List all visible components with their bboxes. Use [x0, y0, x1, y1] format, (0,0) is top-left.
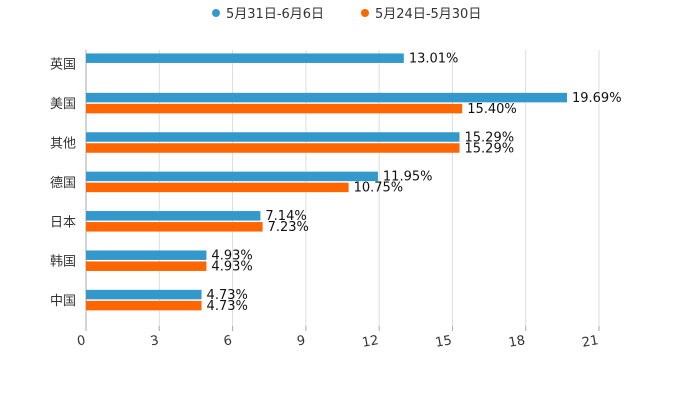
- data-label: 11.95%: [383, 170, 433, 185]
- x-tick-label: 6: [223, 333, 234, 349]
- data-label: 4.73%: [207, 299, 248, 314]
- legend-marker-series1[interactable]: [212, 9, 220, 17]
- data-label: 7.23%: [268, 220, 309, 235]
- bar-series2-韩国[interactable]: [86, 261, 207, 271]
- data-label: 15.40%: [467, 102, 517, 117]
- category-label: 中国: [50, 294, 76, 309]
- data-label: 4.93%: [211, 259, 252, 274]
- category-label: 日本: [50, 215, 76, 230]
- x-tick-label: 21: [581, 333, 600, 351]
- bar-series2-日本[interactable]: [86, 222, 263, 232]
- bar-series1-其他[interactable]: [86, 132, 460, 142]
- category-label: 英国: [50, 58, 76, 73]
- legend-marker-series2[interactable]: [361, 9, 369, 17]
- data-label: 19.69%: [572, 91, 622, 106]
- bar-series1-英国[interactable]: [86, 53, 404, 63]
- x-tick-label: 15: [434, 333, 453, 351]
- category-label: 美国: [50, 97, 76, 112]
- x-tick-label: 9: [296, 333, 307, 349]
- data-label: 13.01%: [409, 51, 459, 66]
- data-label: 4.73%: [207, 288, 248, 303]
- data-label: 4.93%: [211, 248, 252, 263]
- data-label: 15.29%: [465, 141, 515, 156]
- category-label: 韩国: [50, 255, 76, 270]
- bar-series1-美国[interactable]: [86, 92, 567, 103]
- bar-series2-美国[interactable]: [86, 103, 463, 114]
- category-label: 其他: [50, 137, 76, 152]
- bar-series1-中国[interactable]: [86, 289, 202, 300]
- bar-series2-中国[interactable]: [86, 300, 202, 311]
- legend-label-series2[interactable]: 5月24日-5月30日: [375, 7, 481, 22]
- bar-series2-其他[interactable]: [86, 143, 460, 153]
- x-tick-label: 0: [76, 333, 87, 349]
- bar-series1-日本[interactable]: [86, 211, 261, 221]
- legend-label-series1[interactable]: 5月31日-6月6日: [226, 7, 324, 22]
- x-tick-label: 3: [149, 333, 160, 349]
- bar-series1-德国[interactable]: [86, 171, 378, 182]
- data-label: 7.14%: [265, 209, 306, 224]
- data-label: 10.75%: [354, 181, 404, 196]
- bar-series1-韩国[interactable]: [86, 250, 207, 260]
- x-tick-label: 18: [508, 333, 527, 351]
- category-label: 德国: [50, 176, 76, 191]
- bar-series2-德国[interactable]: [86, 182, 349, 193]
- x-tick-label: 12: [361, 333, 380, 351]
- data-label: 15.29%: [465, 130, 515, 145]
